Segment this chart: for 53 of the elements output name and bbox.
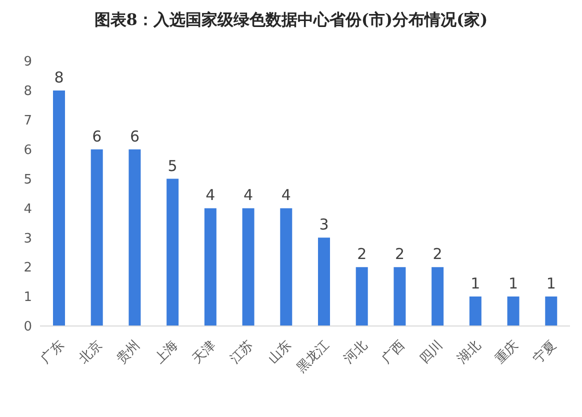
x-tick-label: 上海 (152, 338, 181, 367)
bar (469, 296, 482, 326)
data-label: 4 (281, 186, 291, 204)
bar (204, 208, 216, 326)
data-label: 1 (546, 274, 556, 293)
x-tick-label: 黑龙江 (294, 338, 332, 376)
data-label: 6 (130, 127, 140, 146)
bar (90, 149, 103, 326)
y-tick-label: 1 (24, 290, 32, 306)
y-tick-label: 9 (24, 54, 32, 70)
x-tick-label: 宁夏 (530, 337, 560, 367)
chart-title: 图表8：入选国家级绿色数据中心省份(市)分布情况(家) (93, 9, 489, 31)
y-tick-label: 5 (24, 172, 32, 188)
y-tick-label: 0 (24, 320, 32, 335)
x-tick-label: 重庆 (492, 338, 522, 367)
data-label: 1 (470, 274, 480, 293)
y-tick-label: 2 (24, 260, 32, 276)
bar (507, 296, 520, 326)
data-label: 1 (508, 274, 518, 293)
bar (166, 178, 179, 326)
data-label: 2 (357, 245, 367, 264)
data-label: 2 (432, 245, 442, 264)
y-tick-label: 6 (24, 142, 32, 158)
x-tick-label: 山东 (266, 338, 295, 367)
x-tick-label: 江苏 (228, 338, 257, 367)
bar (356, 267, 368, 326)
x-tick-label: 贵州 (114, 338, 144, 367)
y-tick-label: 7 (24, 114, 32, 129)
bar (242, 208, 254, 326)
data-label: 6 (92, 127, 102, 146)
x-tick-label: 广西 (379, 338, 408, 367)
x-tick-label: 广东 (38, 338, 68, 367)
bar (53, 90, 65, 326)
bar (432, 267, 444, 326)
data-label: 8 (54, 68, 64, 86)
bar (128, 149, 141, 326)
y-tick-label: 8 (24, 84, 32, 100)
data-label: 3 (319, 216, 329, 234)
data-label: 2 (394, 245, 404, 264)
bar (280, 208, 292, 326)
x-tick-label: 四川 (416, 338, 446, 367)
x-tick-label: 天津 (190, 338, 219, 367)
y-tick-label: 3 (24, 231, 32, 246)
bar (394, 267, 406, 326)
data-label: 4 (244, 186, 254, 204)
x-tick-label: 湖北 (454, 338, 484, 367)
bar (318, 238, 330, 326)
x-tick-label: 河北 (341, 338, 370, 367)
data-label: 4 (206, 186, 216, 204)
y-tick-label: 4 (24, 202, 32, 217)
data-label: 5 (168, 156, 178, 175)
bar (545, 296, 558, 326)
x-tick-label: 北京 (76, 338, 106, 367)
